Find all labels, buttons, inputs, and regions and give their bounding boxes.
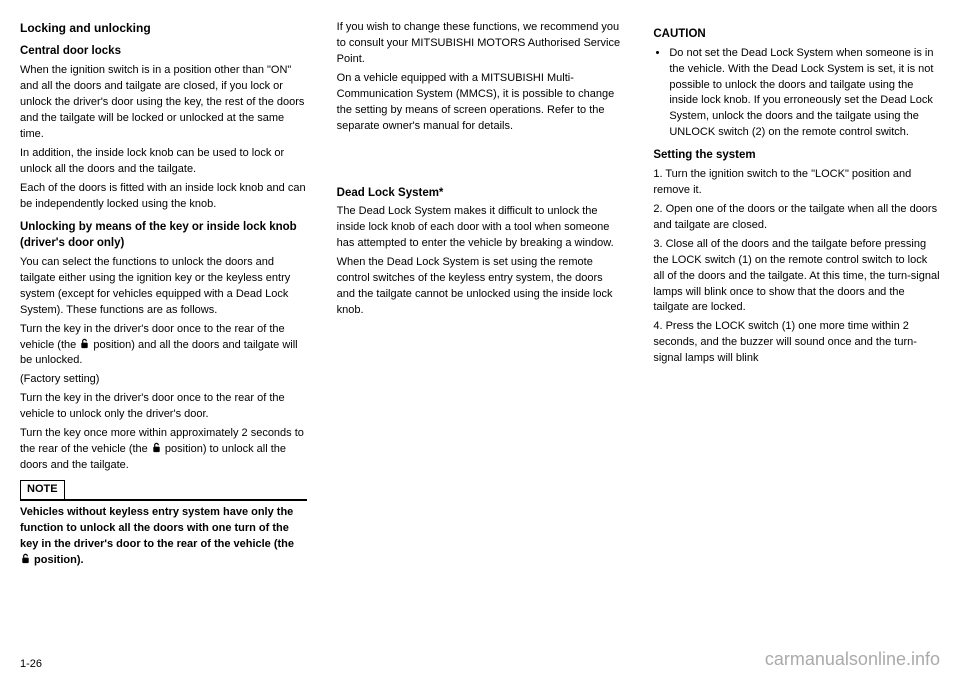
col2-paragraph-2: On a vehicle equipped with a MITSUBISHI … xyxy=(337,71,624,135)
col1-paragraph-4b: Turn the key in the driver's door once t… xyxy=(20,322,307,370)
text-columns: Locking and unlocking Central door locks… xyxy=(20,20,940,610)
col3-step-1: 1. Turn the ignition switch to the "LOCK… xyxy=(653,167,940,199)
note-body: Vehicles without keyless entry system ha… xyxy=(20,505,307,569)
col2-heading-deadlock: Dead Lock System* xyxy=(337,185,624,202)
section-title-line2: Central door locks xyxy=(20,43,307,60)
col3-step-2: 2. Open one of the doors or the tailgate… xyxy=(653,202,940,234)
unlock-icon xyxy=(20,553,31,564)
column-3: CAUTION Do not set the Dead Lock System … xyxy=(653,20,940,610)
column-2: If you wish to change these functions, w… xyxy=(337,20,624,610)
section-title-line1: Locking and unlocking xyxy=(20,20,307,37)
manual-page: Locking and unlocking Central door locks… xyxy=(0,0,960,678)
note-text-a: Vehicles without keyless entry system ha… xyxy=(20,506,294,550)
col3-heading-setting: Setting the system xyxy=(653,147,940,164)
col1-paragraph-5a: Turn the key in the driver's door once t… xyxy=(20,391,307,423)
col3-step-4: 4. Press the LOCK switch (1) one more ti… xyxy=(653,319,940,367)
caution-list: Do not set the Dead Lock System when som… xyxy=(653,46,940,142)
column-1: Locking and unlocking Central door locks… xyxy=(20,20,307,610)
col2-paragraph-3: The Dead Lock System makes it difficult … xyxy=(337,204,624,252)
unlock-icon xyxy=(151,442,162,453)
caution-item-1: Do not set the Dead Lock System when som… xyxy=(669,46,940,142)
col1-paragraph-5b: Turn the key once more within approximat… xyxy=(20,426,307,474)
note-label: NOTE xyxy=(20,480,65,500)
col1-paragraph-1: When the ignition switch is in a positio… xyxy=(20,63,307,143)
col1-paragraph-4a: You can select the functions to unlock t… xyxy=(20,255,307,319)
watermark-text: carmanualsonline.info xyxy=(765,649,940,670)
col1-paragraph-3: Each of the doors is fitted with an insi… xyxy=(20,181,307,213)
page-number: 1-26 xyxy=(20,658,42,670)
page-footer: 1-26 carmanualsonline.info xyxy=(0,649,960,670)
col3-step-3: 3. Close all of the doors and the tailga… xyxy=(653,237,940,317)
col1-paragraph-4d: (Factory setting) xyxy=(20,372,307,388)
note-box: NOTE Vehicles without keyless entry syst… xyxy=(20,480,307,569)
unlock-icon xyxy=(79,338,90,349)
caution-title: CAUTION xyxy=(653,26,940,43)
col2-paragraph-4: When the Dead Lock System is set using t… xyxy=(337,255,624,319)
col2-paragraph-1: If you wish to change these functions, w… xyxy=(337,20,624,68)
note-text-b: position). xyxy=(31,554,84,566)
col1-heading-unlock: Unlocking by means of the key or inside … xyxy=(20,219,307,252)
col1-paragraph-2: In addition, the inside lock knob can be… xyxy=(20,146,307,178)
